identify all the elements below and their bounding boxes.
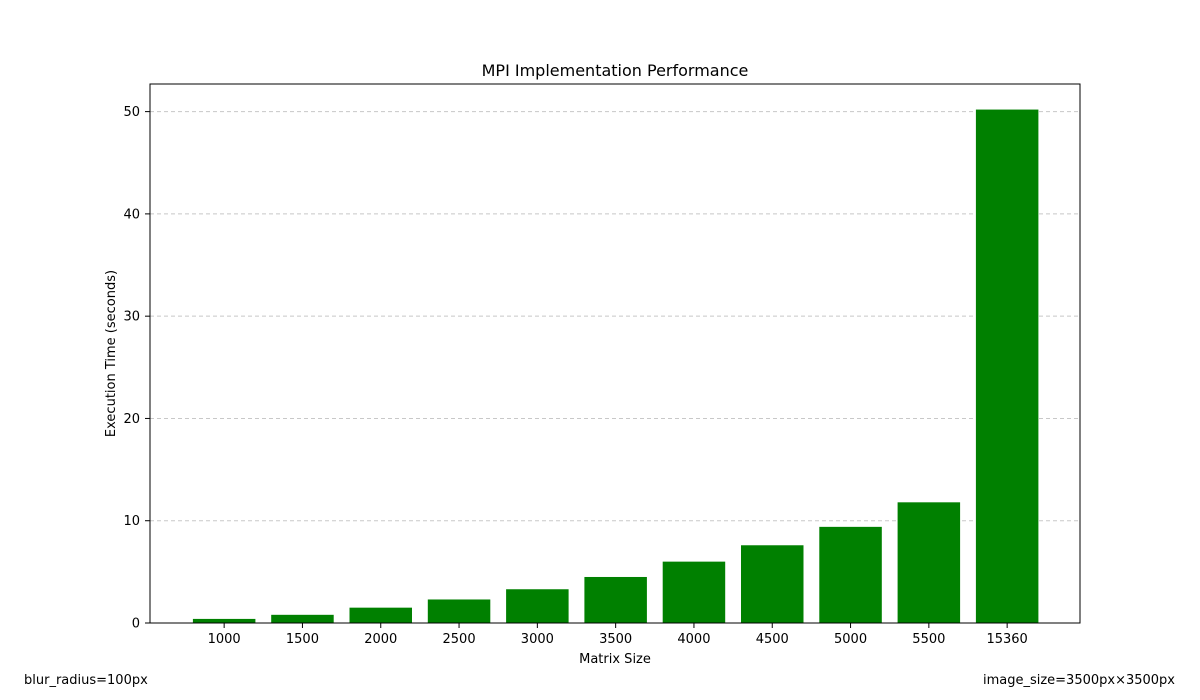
y-axis-label: Execution Time (seconds) [104,270,119,437]
x-tick-label-4000: 4000 [677,632,710,647]
x-axis-label: Matrix Size [579,652,651,667]
x-tick-label-5000: 5000 [834,632,867,647]
y-tick-label-50: 50 [123,105,140,120]
bar-4000 [662,561,726,623]
x-tick-label-3000: 3000 [521,632,554,647]
bar-2000 [349,607,412,623]
x-tick-label-1000: 1000 [208,632,241,647]
y-axis: 0 10 20 30 40 50 [123,105,150,632]
x-tick-label-4500: 4500 [756,632,789,647]
y-tick-label-0: 0 [132,617,140,632]
x-tick-label-2500: 2500 [443,632,476,647]
bar-15360 [975,109,1039,623]
image-size-note: image_size=3500px×3500px [982,673,1175,688]
bar-1000 [192,618,256,623]
bar-4500 [741,545,804,623]
bar-5000 [819,526,882,623]
grid-lines [150,111,1080,522]
y-tick-label-10: 10 [123,514,140,529]
bars [192,109,1039,623]
chart-title: MPI Implementation Performance [482,61,749,80]
y-tick-label-40: 40 [123,207,140,222]
x-axis: 1000 1500 2000 2500 3000 3500 4000 4500 5000 5500… [208,623,1028,647]
y-tick-label-20: 20 [123,412,140,427]
bar-5500 [897,502,961,623]
bar-1500 [271,614,334,623]
x-tick-label-15360: 15360 [986,632,1027,647]
bar-3000 [506,589,569,623]
bar-2500 [427,599,491,623]
plot-frame [149,83,1081,624]
blur-radius-note: blur_radius=100px [24,673,148,688]
bar-3500 [584,576,647,623]
y-tick-label-30: 30 [123,310,140,325]
x-tick-label-1500: 1500 [286,632,319,647]
x-tick-label-3500: 3500 [599,632,632,647]
x-tick-label-2000: 2000 [364,632,397,647]
x-tick-label-5500: 5500 [912,632,945,647]
